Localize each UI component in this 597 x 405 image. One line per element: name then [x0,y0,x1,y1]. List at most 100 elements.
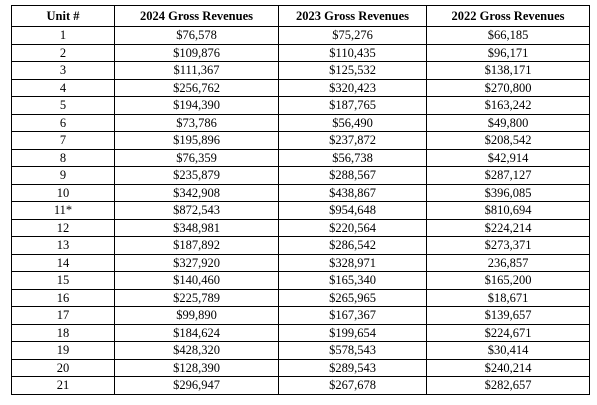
revenue-2022-cell: $30,414 [426,341,590,360]
table-row: 20 $128,390 $289,543 $240,214 [11,358,590,377]
revenue-2024-cell: $111,367 [114,61,279,80]
table-row: 1 $76,578 $75,276 $66,185 [11,26,590,45]
revenue-2023-cell: $286,542 [278,236,427,255]
revenue-2023-cell: $165,340 [278,271,427,290]
table-row: 2 $109,876 $110,435 $96,171 [11,43,590,62]
unit-cell: 17 [11,306,115,325]
table-row: 21 $296,947 $267,678 $282,657 [11,376,590,395]
header-unit: Unit # [11,5,115,27]
revenue-2024-cell: $872,543 [114,201,279,220]
table-row: 5 $194,390 $187,765 $163,242 [11,96,590,115]
header-2024: 2024 Gross Revenues [114,5,279,27]
table-row: 13 $187,892 $286,542 $273,371 [11,236,590,255]
table-header: Unit # 2024 Gross Revenues 2023 Gross Re… [11,5,590,27]
revenue-2023-cell: $167,367 [278,306,427,325]
revenue-2024-cell: $327,920 [114,253,279,272]
table-row: 9 $235,879 $288,567 $287,127 [11,166,590,185]
revenue-2022-cell: $396,085 [426,183,590,202]
revenue-2023-cell: $288,567 [278,166,427,185]
unit-cell: 16 [11,288,115,307]
revenue-2024-cell: $235,879 [114,166,279,185]
revenue-2024-cell: $99,890 [114,306,279,325]
table-row: 3 $111,367 $125,532 $138,171 [11,61,590,80]
revenue-2022-cell: $165,200 [426,271,590,290]
revenue-2024-cell: $76,578 [114,26,279,45]
revenue-2024-cell: $348,981 [114,218,279,237]
revenue-2022-cell: $66,185 [426,26,590,45]
revenue-2022-cell: $138,171 [426,61,590,80]
revenue-2022-cell: $96,171 [426,43,590,62]
header-2022: 2022 Gross Revenues [426,5,590,27]
unit-cell: 15 [11,271,115,290]
table-body: 1 $76,578 $75,276 $66,185 2 $109,876 $110,435 $… [11,26,590,395]
revenue-2023-cell: $265,965 [278,288,427,307]
revenue-2023-cell: $220,564 [278,218,427,237]
table-row: 8 $76,359 $56,738 $42,914 [11,148,590,167]
table-row: 14 $327,920 $328,971 236,857 [11,253,590,272]
revenue-2024-cell: $109,876 [114,43,279,62]
table-row: 19 $428,320 $578,543 $30,414 [11,341,590,360]
unit-cell: 20 [11,358,115,377]
revenue-2022-cell: $240,214 [426,358,590,377]
unit-cell: 3 [11,61,115,80]
revenue-2023-cell: $56,490 [278,113,427,132]
revenue-2024-cell: $225,789 [114,288,279,307]
revenue-2024-cell: $184,624 [114,323,279,342]
unit-cell: 2 [11,43,115,62]
revenue-2024-cell: $428,320 [114,341,279,360]
header-2023: 2023 Gross Revenues [278,5,427,27]
table-row: 10 $342,908 $438,867 $396,085 [11,183,590,202]
revenue-2024-cell: $342,908 [114,183,279,202]
revenue-2023-cell: $267,678 [278,376,427,395]
unit-cell: 9 [11,166,115,185]
revenue-2023-cell: $187,765 [278,96,427,115]
revenue-2023-cell: $237,872 [278,131,427,150]
revenue-2022-cell: $208,542 [426,131,590,150]
table-row: 15 $140,460 $165,340 $165,200 [11,271,590,290]
revenue-2022-cell: $273,371 [426,236,590,255]
header-row: Unit # 2024 Gross Revenues 2023 Gross Re… [11,5,590,27]
revenue-2023-cell: $125,532 [278,61,427,80]
table-row: 6 $73,786 $56,490 $49,800 [11,113,590,132]
revenue-2023-cell: $56,738 [278,148,427,167]
unit-cell: 8 [11,148,115,167]
revenue-2024-cell: $128,390 [114,358,279,377]
table-row: 18 $184,624 $199,654 $224,671 [11,323,590,342]
revenue-2022-cell: $810,694 [426,201,590,220]
revenue-2022-cell: $224,671 [426,323,590,342]
gross-revenues-table: Unit # 2024 Gross Revenues 2023 Gross Re… [11,5,590,395]
unit-cell: 19 [11,341,115,360]
table-row: 11* $872,543 $954,648 $810,694 [11,201,590,220]
table-row: 12 $348,981 $220,564 $224,214 [11,218,590,237]
revenue-2023-cell: $75,276 [278,26,427,45]
unit-cell: 4 [11,78,115,97]
unit-cell: 1 [11,26,115,45]
revenue-2022-cell: $139,657 [426,306,590,325]
table-row: 7 $195,896 $237,872 $208,542 [11,131,590,150]
unit-cell: 14 [11,253,115,272]
unit-cell: 18 [11,323,115,342]
revenue-2024-cell: $73,786 [114,113,279,132]
revenue-2023-cell: $578,543 [278,341,427,360]
revenue-2022-cell: $49,800 [426,113,590,132]
unit-cell: 12 [11,218,115,237]
revenue-2024-cell: $296,947 [114,376,279,395]
revenue-2023-cell: $110,435 [278,43,427,62]
revenue-2022-cell: $42,914 [426,148,590,167]
table-row: 4 $256,762 $320,423 $270,800 [11,78,590,97]
revenue-2023-cell: $289,543 [278,358,427,377]
unit-cell: 5 [11,96,115,115]
revenue-2022-cell: $163,242 [426,96,590,115]
unit-cell: 21 [11,376,115,395]
revenue-2023-cell: $199,654 [278,323,427,342]
revenue-2023-cell: $320,423 [278,78,427,97]
unit-cell: 10 [11,183,115,202]
unit-cell: 11* [11,201,115,220]
revenue-2023-cell: $954,648 [278,201,427,220]
revenue-2022-cell: $224,214 [426,218,590,237]
revenue-2022-cell: $270,800 [426,78,590,97]
table-row: 16 $225,789 $265,965 $18,671 [11,288,590,307]
unit-cell: 6 [11,113,115,132]
revenue-2024-cell: $195,896 [114,131,279,150]
revenue-2024-cell: $140,460 [114,271,279,290]
